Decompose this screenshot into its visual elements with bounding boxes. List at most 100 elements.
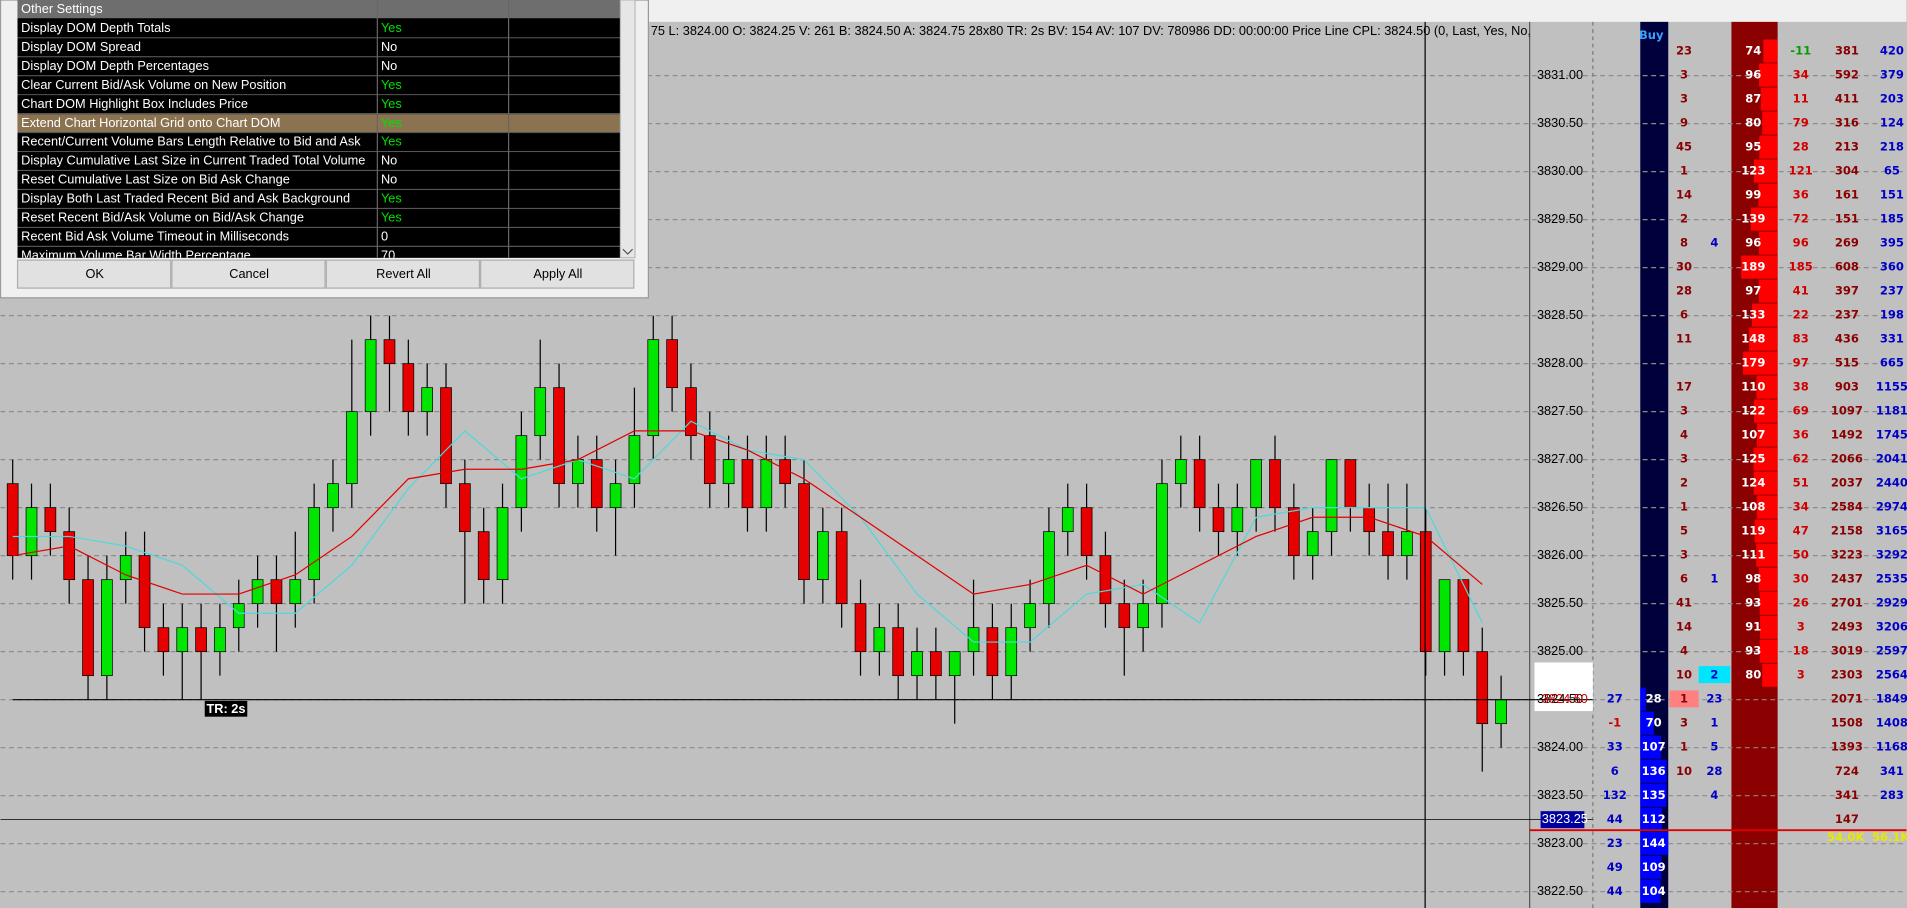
dom-cell: 1408	[1876, 716, 1907, 730]
setting-row[interactable]	[17, 38, 621, 57]
dom-cell: 28	[1676, 284, 1692, 298]
candle-body	[1288, 507, 1300, 557]
button[interactable]	[171, 259, 326, 289]
setting-row[interactable]	[17, 95, 621, 114]
dom-cell: 2584	[1831, 500, 1863, 514]
dom-cell: 3223	[1831, 548, 1863, 562]
dom-cell: 2	[1710, 668, 1718, 682]
setting-row[interactable]	[17, 152, 621, 170]
scrollbar[interactable]	[619, 0, 636, 259]
dom-cell: 4	[1680, 428, 1688, 442]
button[interactable]	[480, 259, 635, 289]
candle-body	[892, 627, 905, 677]
dom-cell: 8	[1680, 236, 1688, 250]
button-label[interactable]: Apply All	[533, 266, 582, 281]
setting-row[interactable]	[17, 133, 621, 151]
setting-row[interactable]	[17, 171, 621, 189]
volume-bar	[1760, 615, 1778, 639]
dom-cell: 27	[1607, 692, 1623, 706]
volume-bar	[1763, 39, 1778, 63]
volume-bar	[1762, 663, 1778, 687]
dom-cell: 1	[1710, 572, 1718, 586]
setting-row[interactable]	[17, 228, 621, 246]
volume-bar	[1756, 495, 1778, 519]
dom-cell: 96	[1793, 236, 1809, 250]
setting-name: Display Cumulative Last Size in Current …	[21, 153, 365, 168]
dom-cell: 133	[1741, 308, 1765, 322]
volume-bar	[1759, 639, 1778, 663]
dom-cell: 124	[1880, 116, 1904, 130]
setting-value: No	[381, 39, 397, 54]
button-label[interactable]: Revert All	[376, 266, 431, 281]
y-tick-label: 3822.50	[1537, 883, 1583, 898]
button[interactable]	[16, 259, 172, 289]
dom-cell: 3	[1797, 620, 1805, 634]
dom-cell: 331	[1880, 332, 1904, 346]
dom-cell: 95	[1745, 140, 1761, 154]
y-tick-label: 3826.00	[1537, 547, 1583, 562]
dom-cell: 45	[1676, 140, 1692, 154]
setting-row[interactable]	[17, 209, 621, 227]
last-price-label: 3823.25	[1542, 811, 1588, 826]
scroll-arrow[interactable]	[622, 248, 634, 255]
candle-body	[911, 651, 923, 677]
dom-cell: 107	[1741, 428, 1765, 442]
candle-body	[515, 435, 528, 509]
candle-body	[760, 459, 773, 509]
candle-body	[590, 459, 603, 509]
dom-cell: 148	[1741, 332, 1765, 346]
dom-cell: 33	[1607, 740, 1623, 754]
candle-body	[948, 651, 961, 677]
dom-cell: 6	[1680, 572, 1688, 586]
y-tick-label: 3823.50	[1537, 787, 1583, 802]
dom-cell: 108	[1741, 500, 1765, 514]
buy-bar	[1640, 807, 1663, 831]
dom-cell: 80	[1745, 116, 1761, 130]
button-label[interactable]: OK	[86, 266, 105, 281]
dom-cell: 28	[1646, 692, 1662, 706]
setting-row[interactable]	[17, 114, 621, 133]
y-tick-label: 3823.00	[1537, 835, 1583, 850]
button[interactable]	[325, 259, 481, 289]
dom-cell: 3	[1680, 68, 1688, 82]
dom-cell: 360	[1880, 260, 1904, 274]
dom-cell: 283	[1880, 788, 1904, 802]
dom-cell: 47	[1793, 524, 1809, 538]
setting-row[interactable]	[17, 57, 621, 76]
candle-body	[459, 483, 471, 533]
dom-cell: 41	[1676, 596, 1692, 610]
setting-row[interactable]	[17, 76, 621, 95]
candle-body	[327, 483, 339, 509]
setting-value: Yes	[381, 115, 402, 130]
candle-body	[6, 483, 19, 557]
candle-body	[685, 387, 697, 437]
setting-row[interactable]	[17, 190, 621, 208]
buy-bar	[1640, 759, 1667, 783]
dom-cell: -11	[1790, 44, 1811, 58]
buy-bar	[1640, 783, 1667, 807]
dom-cell: 144	[1642, 836, 1666, 850]
setting-value: No	[381, 58, 397, 73]
setting-row[interactable]	[17, 246, 621, 265]
dom-cell: 395	[1880, 236, 1904, 250]
setting-row[interactable]	[17, 19, 621, 38]
dom-cell: 87	[1745, 92, 1761, 106]
dom-cell: 28	[1706, 764, 1722, 778]
volume-bar	[1749, 327, 1778, 351]
setting-value: Yes	[381, 20, 402, 35]
dom-cell: 341	[1880, 764, 1904, 778]
candle-body	[798, 483, 810, 581]
dom-cell: 23	[1676, 44, 1692, 58]
button-label[interactable]: Cancel	[229, 266, 269, 281]
dom-cell: 38	[1793, 380, 1809, 394]
dom-cell: 2037	[1831, 476, 1863, 490]
dom-cell: 436	[1835, 332, 1859, 346]
volume-bar	[1751, 303, 1778, 327]
dom-cell: 14	[1676, 620, 1692, 634]
annotation-box	[204, 700, 248, 717]
dom-cell: 93	[1745, 644, 1761, 658]
candle-body	[345, 411, 358, 485]
setting-value: 0	[381, 229, 388, 244]
dom-cell: 1492	[1831, 428, 1863, 442]
candle-body	[1193, 459, 1206, 509]
